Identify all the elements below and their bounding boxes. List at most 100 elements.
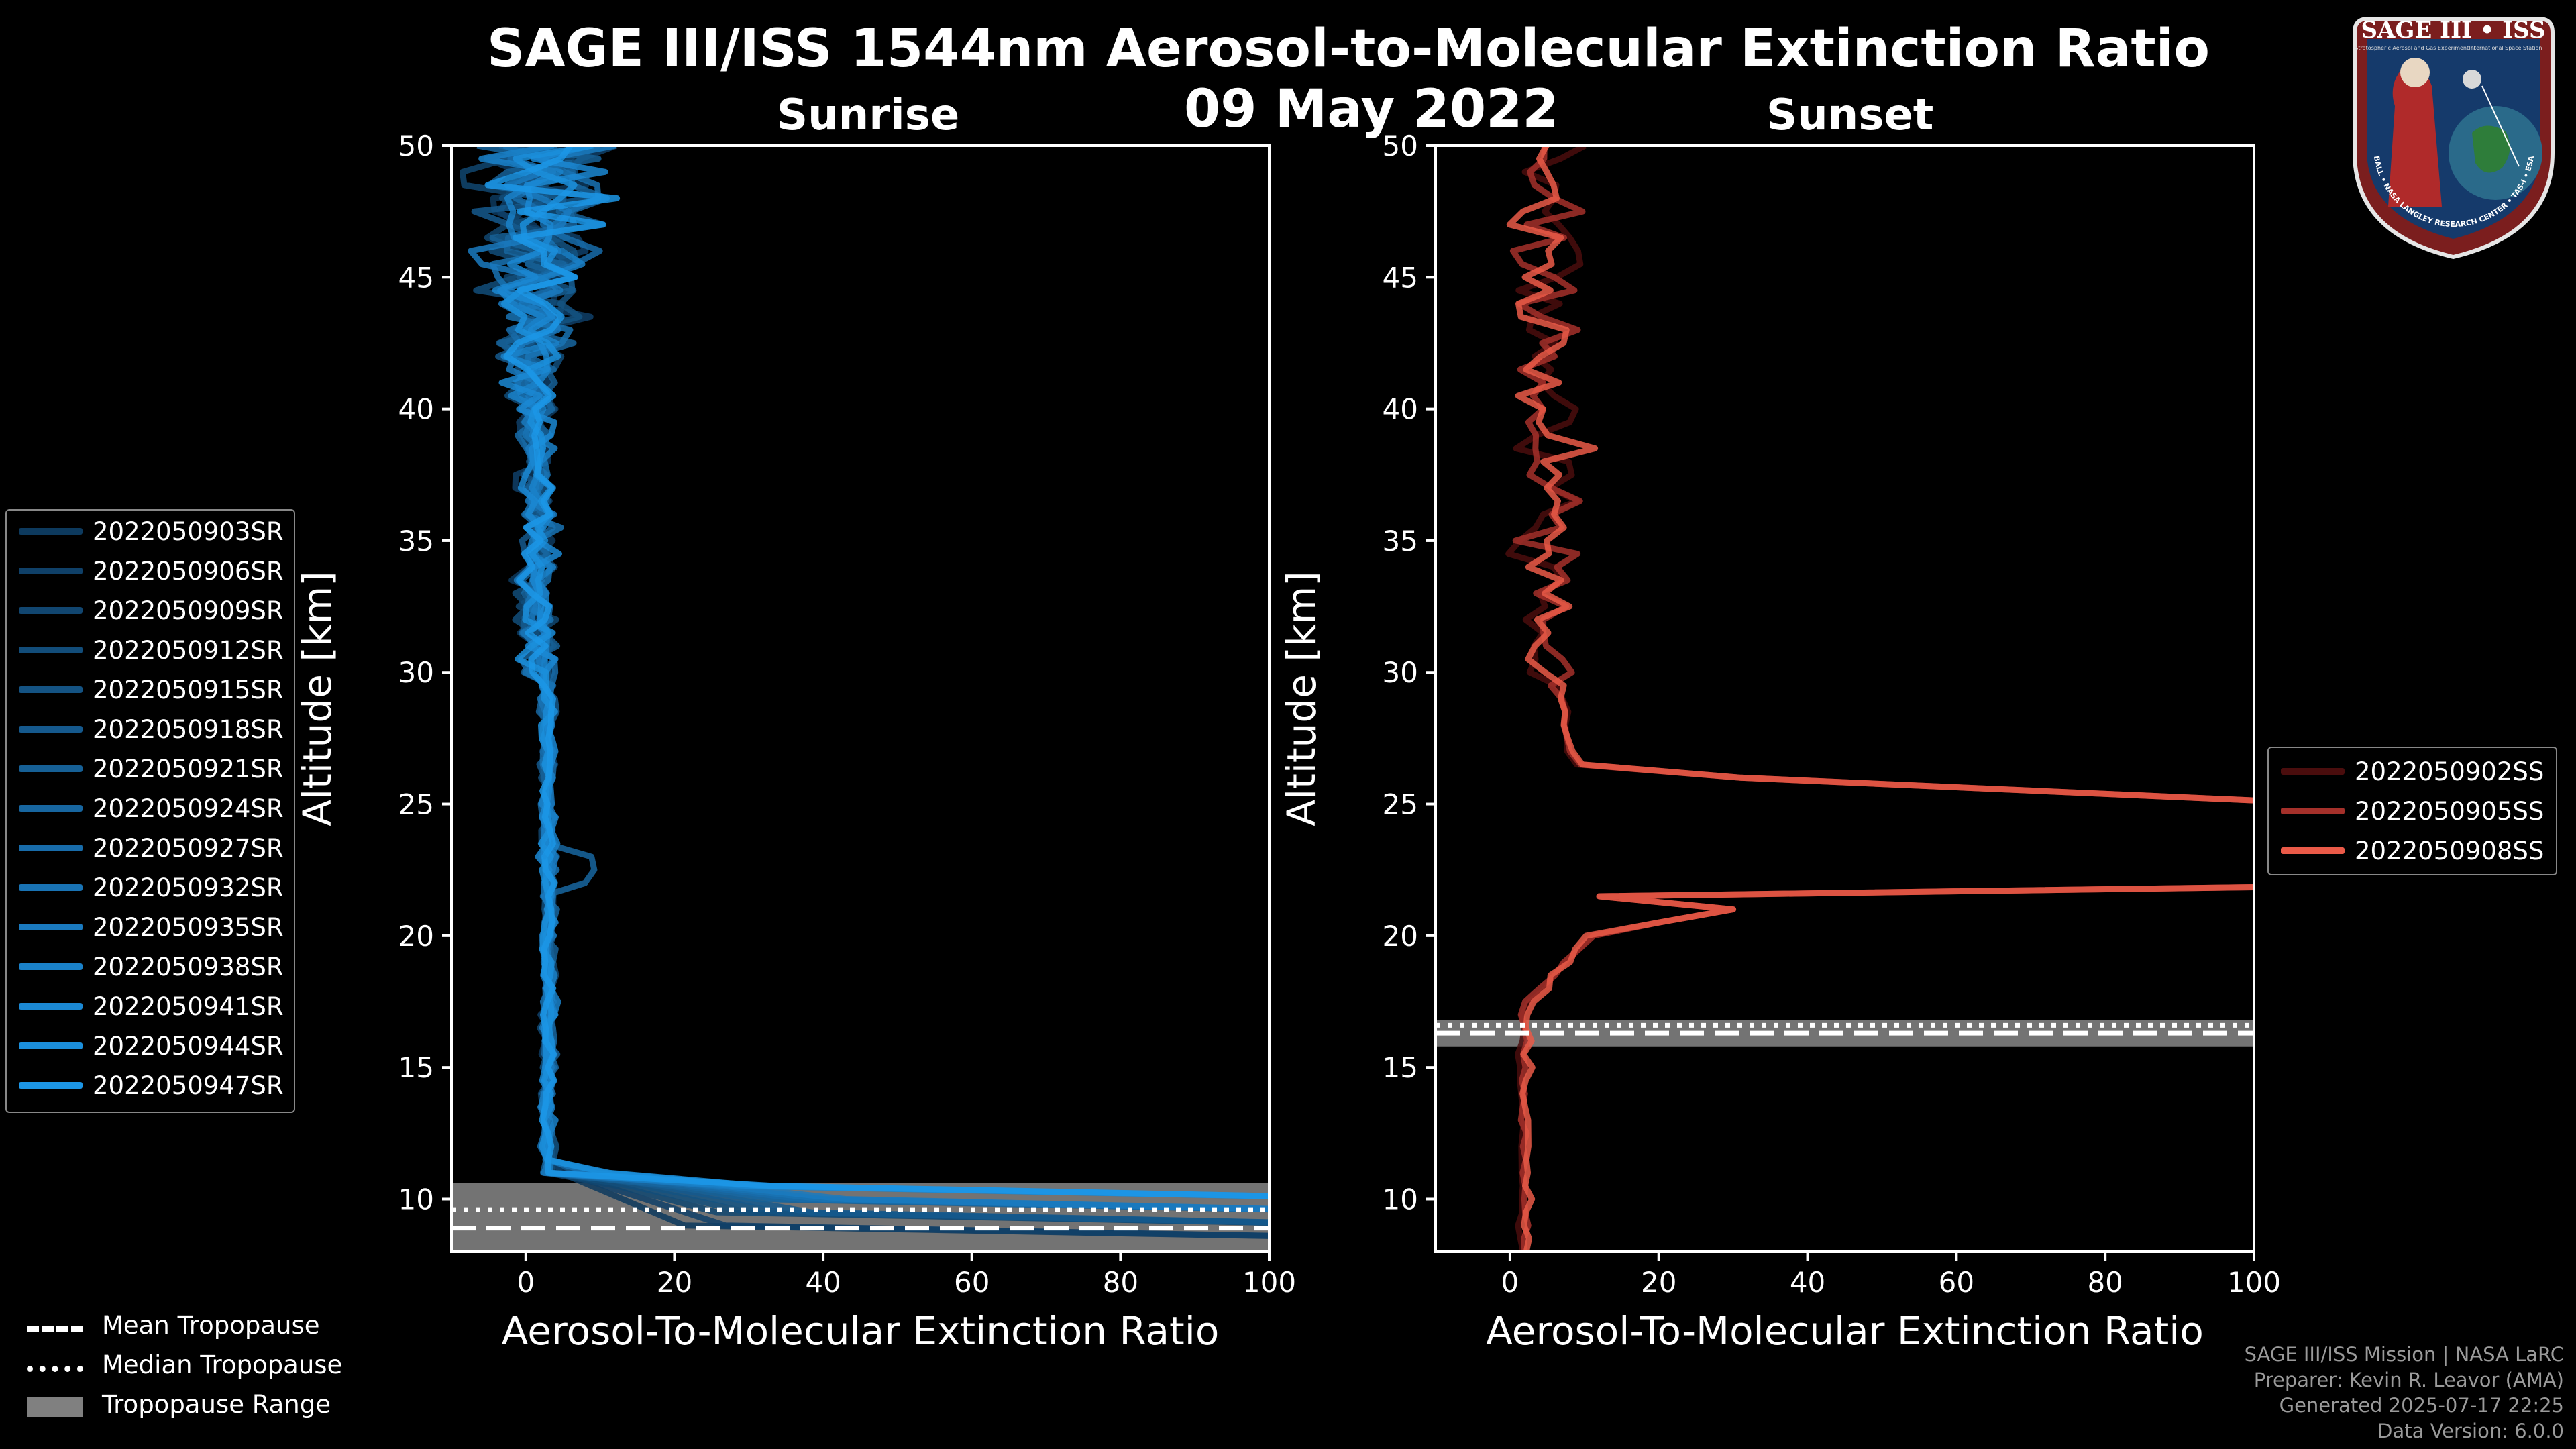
logo-subtitle2: International Space Station — [2469, 45, 2542, 51]
legend-label: 2022050906SR — [93, 557, 284, 586]
legend-label: 2022050908SS — [2355, 837, 2544, 865]
credits-generated: Generated 2025-07-17 22:25 — [2279, 1394, 2564, 1417]
legend-swatch — [19, 1042, 83, 1049]
sunrise-series-line-2022050935SR — [468, 146, 1269, 1212]
sunset-frame — [1434, 144, 2255, 1253]
sunset-xtick-label-100: 100 — [2227, 1266, 2281, 1299]
sunset-y-axis-label: Altitude [km] — [1279, 571, 1324, 826]
sunset-ytick-label-40: 40 — [1383, 393, 1418, 426]
sunrise-xtick-label-40: 40 — [805, 1266, 841, 1299]
credits-mission: SAGE III/ISS Mission | NASA LaRC — [2244, 1343, 2564, 1366]
legend-label: 2022050938SR — [93, 953, 284, 981]
credits-preparer: Preparer: Kevin R. Leavor (AMA) — [2253, 1368, 2564, 1391]
median-tropopause-swatch — [27, 1366, 83, 1372]
sunset-xtick-label-60: 60 — [1939, 1266, 1974, 1299]
legend-swatch — [2281, 768, 2345, 775]
mean-tropopause-swatch — [27, 1326, 83, 1332]
sunrise-series-line-2022050938SR — [478, 146, 1269, 1199]
legend-label: 2022050924SR — [93, 794, 284, 823]
sunrise-xtick-label-0: 0 — [517, 1266, 535, 1299]
sunset-plot-area — [1436, 146, 2254, 1252]
sunrise-panel-title: Sunrise — [777, 91, 960, 140]
sunrise-series-line-2022050909SR — [460, 146, 1269, 1226]
sunrise-ytick-label-50: 50 — [398, 129, 434, 162]
sunset-ytick-label-45: 45 — [1383, 261, 1418, 294]
legend-swatch — [19, 924, 83, 930]
sunrise-xtick-label-60: 60 — [954, 1266, 989, 1299]
credits-version: Data Version: 6.0.0 — [2377, 1419, 2564, 1442]
sunset-series-line-2022050905SS — [1509, 146, 2254, 1252]
logo-moon-icon — [2463, 70, 2481, 89]
logo-ray-icon — [2481, 85, 2520, 167]
sunrise-plot-area — [451, 146, 1269, 1252]
sunrise-ytick-label-40: 40 — [398, 393, 434, 426]
sunset-ytick-label-10: 10 — [1383, 1183, 1418, 1216]
sunset-xtick-label-40: 40 — [1790, 1266, 1825, 1299]
tropopause-range-swatch — [27, 1397, 83, 1417]
legend-label: 2022050941SR — [93, 992, 284, 1021]
credits: SAGE III/ISS Mission | NASA LaRC Prepare… — [2245, 1342, 2564, 1444]
sunrise-ytick-label-20: 20 — [398, 920, 434, 953]
legend-label: 2022050902SS — [2355, 757, 2544, 786]
sunset-panel-title: Sunset — [1766, 91, 1934, 140]
legend-label: 2022050944SR — [93, 1032, 284, 1061]
legend-swatch — [2281, 847, 2345, 854]
sunset-xtick-label-0: 0 — [1501, 1266, 1519, 1299]
logo-title: SAGE III • ISS — [2361, 17, 2545, 44]
legend-swatch — [19, 805, 83, 812]
legend-label: 2022050915SR — [93, 676, 284, 704]
sunrise-ytick-label-15: 15 — [398, 1051, 434, 1084]
logo-figure-icon — [2388, 66, 2442, 207]
legend-swatch — [19, 726, 83, 733]
tropopause-range-label: Tropopause Range — [102, 1390, 331, 1419]
sunrise-ytick-label-45: 45 — [398, 261, 434, 294]
sunrise-series-line-2022050924SR — [476, 146, 1269, 1213]
legend-label: 2022050918SR — [93, 715, 284, 744]
logo-subtitle: Stratospheric Aerosol and Gas Experiment… — [2355, 45, 2475, 51]
sunrise-legend: 2022050903SR 2022050906SR 2022050909SR 2022… — [5, 509, 295, 1113]
sunrise-y-axis-label: Altitude [km] — [294, 571, 340, 826]
legend-label: 2022050912SR — [93, 636, 284, 665]
sunset-ytick-label-50: 50 — [1383, 129, 1418, 162]
sunrise-ytick-label-10: 10 — [398, 1183, 434, 1216]
tropopause-legend: Mean Tropopause Median Tropopause Tropop… — [12, 1308, 388, 1436]
sage-iii-iss-logo: SAGE III • ISS Stratospheric Aerosol and… — [2353, 17, 2555, 260]
mean-tropopause-label: Mean Tropopause — [102, 1311, 320, 1340]
legend-swatch — [19, 568, 83, 574]
sunset-ytick-label-20: 20 — [1383, 920, 1418, 953]
legend-swatch — [19, 963, 83, 970]
legend-label: 2022050927SR — [93, 834, 284, 863]
sunrise-frame — [450, 144, 1271, 1253]
sunset-series-line-2022050908SS — [1506, 146, 2254, 1252]
sunrise-xtick-label-20: 20 — [657, 1266, 692, 1299]
sunset-xtick-label-80: 80 — [2087, 1266, 2123, 1299]
sunset-series-line-2022050902SS — [1505, 146, 2254, 1252]
sunset-ytick-label-25: 25 — [1383, 788, 1418, 821]
sunset-x-axis-label: Aerosol-To-Molecular Extinction Ratio — [1486, 1308, 2204, 1354]
legend-label: 2022050905SS — [2355, 797, 2544, 826]
sunset-legend: 2022050902SS 2022050905SS 2022050908SS — [2267, 747, 2557, 875]
legend-swatch — [19, 528, 83, 535]
legend-label: 2022050909SR — [93, 596, 284, 625]
main-title: SAGE III/ISS 1544nm Aerosol-to-Molecular… — [487, 19, 2210, 79]
sunrise-ytick-label-25: 25 — [398, 788, 434, 821]
sunrise-series-line-2022050912SR — [473, 146, 1269, 1226]
logo-continent-icon — [2472, 125, 2510, 173]
legend-swatch — [19, 607, 83, 614]
median-tropopause-label: Median Tropopause — [102, 1350, 343, 1379]
sunset-xtick-label-20: 20 — [1641, 1266, 1676, 1299]
sunrise-series-line-2022050918SR — [471, 146, 1269, 1226]
legend-label: 2022050932SR — [93, 873, 284, 902]
legend-label: 2022050921SR — [93, 755, 284, 784]
sunrise-xtick-label-100: 100 — [1242, 1266, 1296, 1299]
sunrise-xtick-label-80: 80 — [1103, 1266, 1138, 1299]
legend-swatch — [2281, 808, 2345, 814]
sunrise-panel: 0 20 40 60 80 100 10 15 20 25 30 35 40 45 50 Aerosol-To… — [294, 129, 1296, 1354]
logo-figure-head-icon — [2400, 58, 2430, 87]
legend-label: 2022050935SR — [93, 913, 284, 942]
sunrise-x-axis-label: Aerosol-To-Molecular Extinction Ratio — [502, 1308, 1220, 1354]
legend-swatch — [19, 647, 83, 653]
sunset-ytick-label-15: 15 — [1383, 1051, 1418, 1084]
